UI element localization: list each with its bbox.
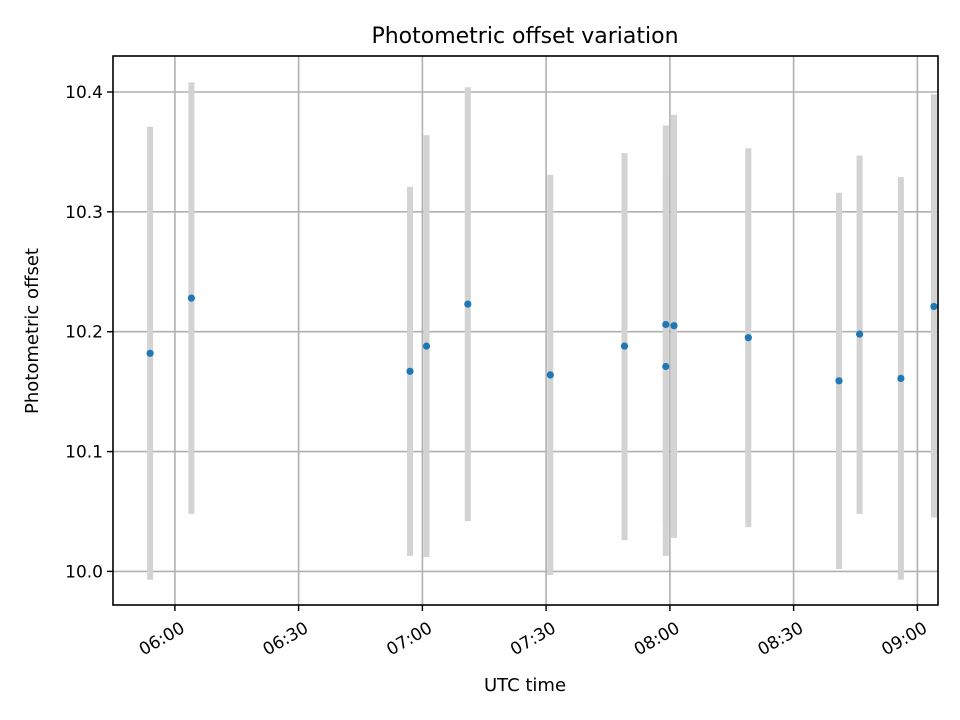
data-points	[146, 294, 938, 385]
chart-title: Photometric offset variation	[371, 24, 678, 49]
x-axis-label: UTC time	[484, 675, 566, 696]
grid-lines	[113, 56, 938, 605]
y-tick-labels: 10.0 10.1 10.2 10.3 10.4	[65, 83, 103, 582]
data-point	[464, 300, 472, 308]
x-tick-label: 08:00	[631, 618, 683, 660]
x-tick-labels: 06:00 06:30 07:00 07:30 08:00 08:30 09:00	[136, 618, 931, 660]
y-tick-label: 10.2	[65, 323, 103, 343]
data-point	[744, 334, 752, 342]
data-point	[662, 320, 670, 329]
x-tick-label: 08:30	[755, 618, 807, 660]
y-axis-label: Photometric offset	[22, 248, 43, 414]
data-point	[897, 374, 905, 382]
data-point	[146, 349, 154, 357]
plot-frame	[112, 55, 939, 606]
data-point	[187, 294, 195, 302]
data-point	[856, 330, 864, 338]
y-tick-label: 10.4	[65, 83, 103, 103]
data-point	[835, 377, 843, 385]
data-point	[662, 362, 670, 371]
x-tick-label: 07:30	[507, 618, 559, 660]
data-point	[406, 367, 414, 375]
data-point	[620, 342, 629, 350]
x-tick-label: 09:00	[878, 618, 930, 660]
x-tick-label: 06:30	[260, 618, 312, 660]
y-tick-label: 10.1	[65, 443, 103, 463]
data-point	[422, 342, 431, 350]
y-tick-label: 10.0	[65, 562, 103, 582]
x-tick-label: 06:00	[136, 618, 188, 660]
data-point	[930, 302, 938, 311]
axis-ticks	[107, 91, 919, 611]
data-point	[670, 322, 678, 330]
y-tick-label: 10.3	[65, 203, 103, 223]
x-tick-label: 07:00	[383, 618, 435, 660]
data-point	[546, 371, 554, 379]
